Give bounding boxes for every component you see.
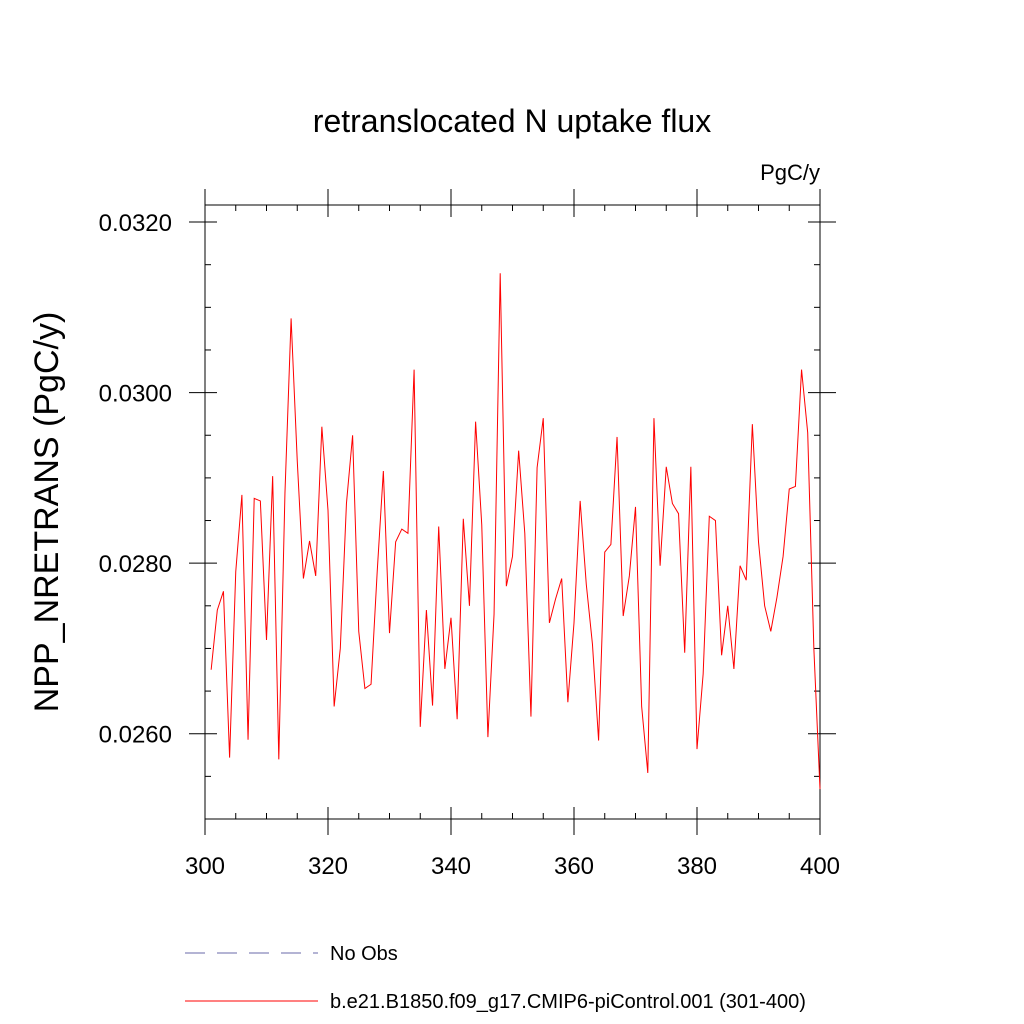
x-tick-label: 400 bbox=[800, 853, 840, 880]
plot-frame bbox=[204, 204, 821, 820]
x-tick-label: 320 bbox=[308, 853, 348, 880]
x-tick-label: 340 bbox=[431, 853, 471, 880]
legend-label-no-obs: No Obs bbox=[330, 943, 398, 965]
axis-ticks bbox=[189, 189, 836, 835]
y-tick-label: 0.0320 bbox=[99, 210, 172, 237]
y-tick-label: 0.0280 bbox=[99, 551, 172, 578]
x-tick-label: 360 bbox=[554, 853, 594, 880]
chart-title: retranslocated N uptake flux bbox=[313, 103, 711, 139]
y-axis-label: NPP_NRETRANS (PgC/y) bbox=[28, 312, 66, 713]
y-tick-label: 0.0260 bbox=[99, 722, 172, 749]
x-tick-labels: 300 320 340 360 380 400 bbox=[185, 853, 840, 880]
x-tick-label: 380 bbox=[677, 853, 717, 880]
legend-label-picontrol: b.e21.B1850.f09_g17.CMIP6-piControl.001 … bbox=[330, 991, 806, 1013]
series-layer bbox=[210, 273, 821, 790]
units-label: PgC/y bbox=[760, 160, 820, 185]
x-tick-label: 300 bbox=[185, 853, 225, 880]
y-tick-labels: 0.0260 0.0280 0.0300 0.0320 bbox=[99, 210, 172, 749]
legend: No Obs b.e21.B1850.f09_g17.CMIP6-piContr… bbox=[185, 943, 806, 1013]
y-tick-label: 0.0300 bbox=[99, 381, 172, 408]
series-line bbox=[210, 273, 821, 790]
